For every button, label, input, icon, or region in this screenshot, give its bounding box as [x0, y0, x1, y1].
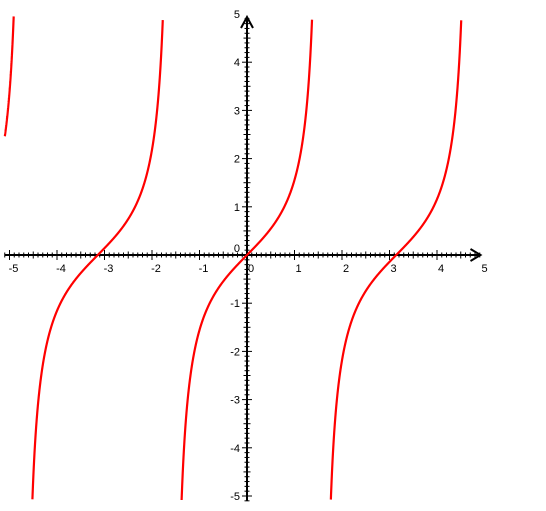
x-tick-label: -5 [9, 263, 19, 275]
y-tick-label: -1 [230, 298, 240, 310]
y-tick-label: 2 [234, 154, 240, 166]
x-tick-label: 0 [248, 263, 254, 275]
tan-curve-branch [329, 20, 463, 500]
x-tick-label: 1 [295, 263, 301, 275]
x-axis-arrow [469, 248, 483, 262]
x-tick-label: 5 [481, 263, 487, 275]
y-tick-label: -4 [230, 443, 240, 455]
x-tick-label: -1 [199, 263, 209, 275]
tan-curve-branch [3, 15, 15, 138]
y-tick-label: 0 [234, 243, 240, 255]
tick-labels: -5 -4 -3 -2 -1 0 1 2 3 4 5 -5 -4 -3 -2 -1 0 1 2 3 4 5 [9, 9, 488, 503]
x-tick-label: -2 [151, 263, 161, 275]
x-tick-label: -3 [104, 263, 114, 275]
x-tick-label: 2 [343, 263, 349, 275]
y-tick-label: -5 [230, 491, 240, 503]
y-tick-label: 1 [234, 202, 240, 214]
y-tick-label: 4 [234, 57, 240, 69]
tan-curve-branch [31, 20, 164, 500]
y-tick-label: 3 [234, 105, 240, 117]
y-tick-label: -3 [230, 395, 240, 407]
curve-layer [3, 15, 463, 501]
tan-curve-branch [180, 19, 314, 501]
y-tick-label: -2 [230, 346, 240, 358]
y-axis-arrow [240, 14, 254, 29]
x-tick-label: 4 [438, 263, 444, 275]
x-tick-label: 3 [390, 263, 396, 275]
y-tick-label: 5 [234, 9, 240, 21]
axes [4, 14, 483, 502]
x-tick-label: -4 [56, 263, 66, 275]
